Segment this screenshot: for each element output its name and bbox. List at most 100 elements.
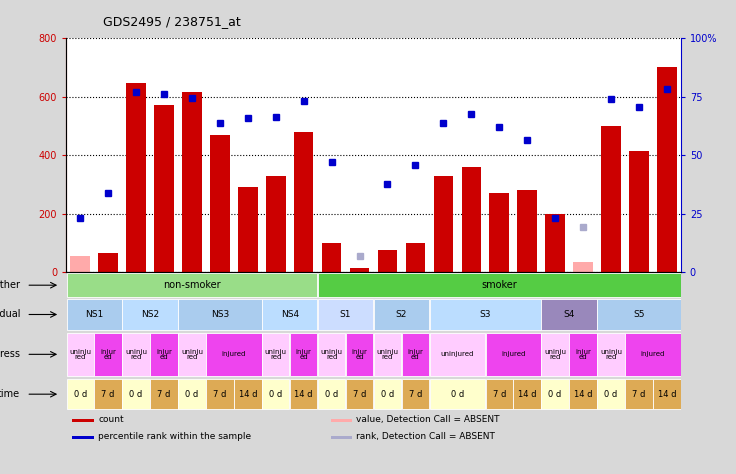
Bar [625, 379, 653, 409]
Text: 0 d: 0 d [130, 390, 143, 399]
Text: NS3: NS3 [210, 310, 229, 319]
Text: non-smoker: non-smoker [163, 280, 221, 290]
Text: 14 d: 14 d [657, 390, 676, 399]
Text: injured: injured [640, 351, 665, 357]
Bar [573, 262, 592, 272]
Bar [66, 300, 122, 329]
Bar [318, 333, 345, 376]
Text: 7 d: 7 d [632, 390, 645, 399]
Text: S2: S2 [396, 310, 407, 319]
Bar [486, 333, 541, 376]
Bar [178, 300, 261, 329]
Text: injur
ed: injur ed [352, 348, 367, 360]
Bar [234, 379, 261, 409]
Text: 7 d: 7 d [102, 390, 115, 399]
Bar [178, 379, 205, 409]
Bar [545, 214, 565, 272]
Text: S3: S3 [480, 310, 491, 319]
Text: injured: injured [501, 351, 526, 357]
Text: rank, Detection Call = ABSENT: rank, Detection Call = ABSENT [356, 432, 495, 441]
Text: 14 d: 14 d [518, 390, 537, 399]
Bar [601, 126, 620, 272]
Bar [66, 273, 317, 297]
Bar [330, 419, 352, 422]
Text: smoker: smoker [481, 280, 517, 290]
Text: injur
ed: injur ed [100, 348, 116, 360]
Bar [72, 436, 94, 439]
Bar [262, 333, 289, 376]
Bar [542, 333, 569, 376]
Text: 0 d: 0 d [548, 390, 562, 399]
Text: 14 d: 14 d [574, 390, 592, 399]
Bar [262, 300, 317, 329]
Bar [262, 379, 289, 409]
Text: 0 d: 0 d [269, 390, 283, 399]
Bar [155, 105, 174, 272]
Text: uninjured: uninjured [441, 351, 474, 357]
Bar [430, 333, 485, 376]
Bar [598, 379, 625, 409]
Bar [122, 379, 149, 409]
Bar [486, 379, 513, 409]
Text: injured: injured [222, 351, 246, 357]
Bar [318, 379, 345, 409]
Bar [66, 333, 94, 376]
Text: injur
ed: injur ed [408, 348, 423, 360]
Text: 0 d: 0 d [185, 390, 199, 399]
Bar [378, 250, 397, 272]
Text: uninju
red: uninju red [377, 348, 398, 360]
Bar [122, 333, 149, 376]
Text: uninju
red: uninju red [125, 348, 147, 360]
Bar [402, 379, 429, 409]
Bar [570, 333, 597, 376]
Text: uninju
red: uninju red [69, 348, 91, 360]
Bar [238, 187, 258, 272]
Bar [434, 176, 453, 272]
Bar [514, 379, 541, 409]
Bar [570, 379, 597, 409]
Bar [374, 300, 429, 329]
Text: uninju
red: uninju red [265, 348, 287, 360]
Text: injur
ed: injur ed [575, 348, 591, 360]
Text: injur
ed: injur ed [156, 348, 172, 360]
Bar [178, 333, 205, 376]
Bar [94, 379, 122, 409]
Bar [346, 333, 373, 376]
Text: 0 d: 0 d [381, 390, 394, 399]
Text: uninju
red: uninju red [321, 348, 343, 360]
Text: count: count [98, 415, 124, 424]
Text: uninju
red: uninju red [544, 348, 566, 360]
Bar [374, 333, 401, 376]
Bar [657, 67, 676, 272]
Bar [653, 379, 681, 409]
Bar [290, 379, 317, 409]
Bar [430, 300, 541, 329]
Bar [489, 193, 509, 272]
Bar [406, 243, 425, 272]
Bar [206, 379, 233, 409]
Bar [517, 190, 537, 272]
Bar [71, 256, 90, 272]
Text: individual: individual [0, 310, 20, 319]
Bar [542, 379, 569, 409]
Text: NS2: NS2 [141, 310, 159, 319]
Bar [266, 176, 286, 272]
Bar [629, 151, 648, 272]
Bar [72, 419, 94, 422]
Text: S4: S4 [563, 310, 575, 319]
Bar [346, 379, 373, 409]
Bar [99, 253, 118, 272]
Text: S5: S5 [633, 310, 645, 319]
Text: 7 d: 7 d [353, 390, 367, 399]
Text: injur
ed: injur ed [296, 348, 311, 360]
Text: NS4: NS4 [280, 310, 299, 319]
Text: value, Detection Call = ABSENT: value, Detection Call = ABSENT [356, 415, 500, 424]
Text: 7 d: 7 d [213, 390, 227, 399]
Text: 7 d: 7 d [408, 390, 422, 399]
Bar [122, 300, 177, 329]
Bar [318, 273, 681, 297]
Bar [127, 83, 146, 272]
Bar [402, 333, 429, 376]
Bar [625, 333, 681, 376]
Text: S1: S1 [340, 310, 351, 319]
